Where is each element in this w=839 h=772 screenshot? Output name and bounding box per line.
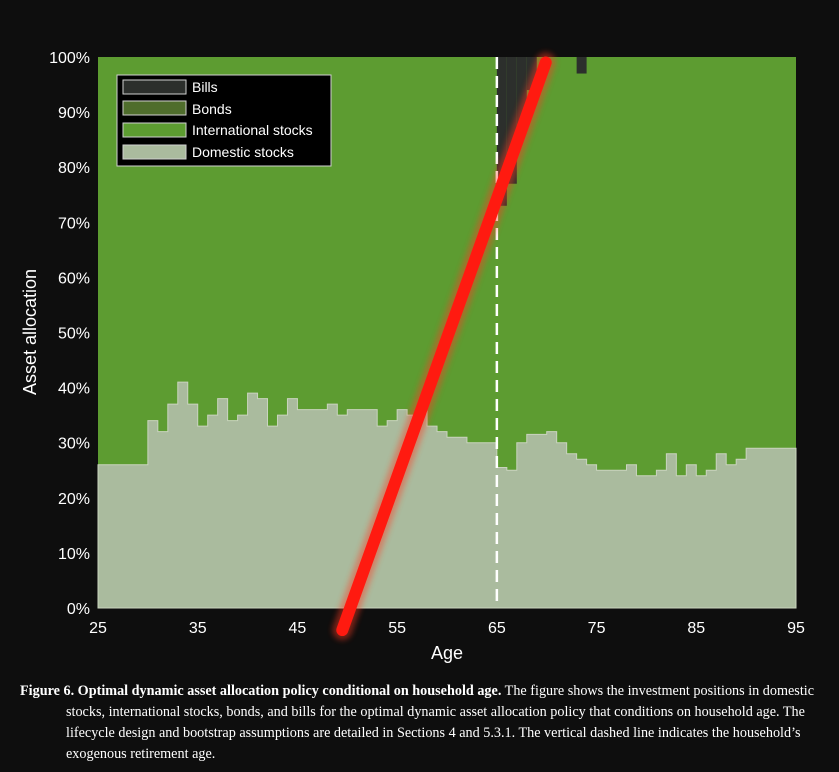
y-axis-title: Asset allocation <box>20 269 40 395</box>
legend: Bills Bonds International stocks Domesti… <box>116 74 332 167</box>
legend-swatch-bills <box>122 79 187 95</box>
x-tick-label: 55 <box>388 620 406 637</box>
x-axis-title: Age <box>431 643 463 663</box>
caption-title: Figure 6. Optimal dynamic asset allocati… <box>20 683 502 699</box>
bills-segment <box>506 57 517 184</box>
red-annotation-line <box>332 52 556 641</box>
domestic-stocks-area <box>97 381 797 609</box>
legend-swatch-domestic-stocks <box>122 144 187 160</box>
legend-label-bills: Bills <box>192 79 218 95</box>
x-tick-label: 45 <box>289 620 307 637</box>
bills-segment <box>496 57 507 206</box>
y-tick-label: 100% <box>49 50 90 67</box>
y-tick-label: 0% <box>67 601 90 618</box>
legend-label-international-stocks: International stocks <box>192 122 313 138</box>
legend-swatch-international-stocks <box>122 122 187 138</box>
x-tick-label: 65 <box>488 620 506 637</box>
figure-caption: Figure 6. Optimal dynamic asset allocati… <box>20 681 820 765</box>
y-tick-label: 10% <box>58 546 90 563</box>
y-tick-label: 30% <box>58 436 90 453</box>
domestic-stocks-step-path <box>97 381 797 609</box>
x-tick-label: 85 <box>687 620 705 637</box>
x-tick-label: 35 <box>189 620 207 637</box>
legend-label-domestic-stocks: Domestic stocks <box>192 144 294 160</box>
caption-text: The figure shows the investment position… <box>66 683 814 762</box>
y-tick-label: 60% <box>58 270 90 287</box>
legend-swatch-bonds <box>122 100 187 116</box>
y-tick-label: 90% <box>58 105 90 122</box>
y-tick-label: 70% <box>58 215 90 232</box>
y-tick-label: 20% <box>58 491 90 508</box>
bills-segment <box>576 57 587 74</box>
x-axis-ticks: 25 35 45 55 65 75 85 95 <box>89 620 805 637</box>
y-tick-label: 50% <box>58 326 90 343</box>
y-tick-label: 40% <box>58 381 90 398</box>
x-tick-label: 95 <box>787 620 805 637</box>
bills-segment <box>516 57 527 129</box>
x-tick-label: 75 <box>588 620 606 637</box>
x-tick-label: 25 <box>89 620 107 637</box>
y-tick-label: 80% <box>58 160 90 177</box>
y-axis-ticks: 0% 10% 20% 30% 40% 50% 60% 70% 80% 90% 100% <box>49 50 90 618</box>
red-annotation-stroke <box>336 56 552 637</box>
legend-label-bonds: Bonds <box>192 101 232 117</box>
asset-allocation-chart: 25 35 45 55 65 75 85 95 0% 10% 20% 30% 40% 50% 60% 70%… <box>20 50 805 663</box>
